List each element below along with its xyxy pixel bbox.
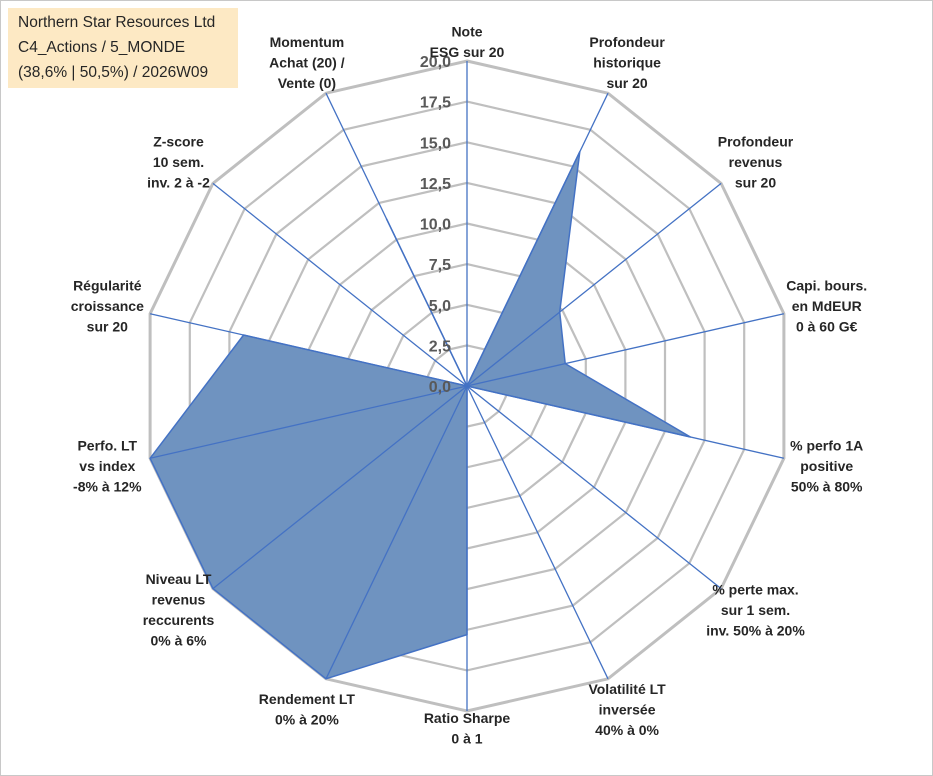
axis-label-2-line-2: sur 20 — [735, 175, 776, 191]
axis-label-8-line-0: Rendement LT — [259, 691, 356, 707]
axis-label-10: Perfo. LT vs index -8% à 12% — [73, 437, 142, 494]
tick-label-6: 15,0 — [420, 135, 451, 152]
title-box: Northern Star Resources Ltd C4_Actions /… — [8, 8, 238, 88]
axis-label-6-line-2: 40% à 0% — [595, 722, 659, 738]
axis-label-9: Niveau LT revenus reccurents 0% à 6% — [143, 571, 215, 649]
axis-label-4-line-0: % perfo 1A — [790, 437, 863, 453]
axis-label-7-line-0: Ratio Sharpe — [424, 710, 511, 726]
spoke-4 — [466, 385, 785, 459]
axis-label-6-line-0: Volatilité LT — [588, 681, 666, 697]
axis-label-13-line-0: Momentum — [270, 34, 345, 50]
axis-label-9-line-3: 0% à 6% — [150, 633, 207, 649]
spoke-5 — [466, 385, 722, 590]
axis-label-5: % perte max. sur 1 sem. inv. 50% à 20% — [706, 581, 805, 638]
axis-label-5-line-2: inv. 50% à 20% — [706, 622, 805, 638]
axis-label-0-line-0: Note — [451, 24, 482, 40]
tick-label-5: 12,5 — [420, 176, 451, 193]
axis-label-11-line-1: croissance — [71, 298, 144, 314]
axis-label-4-line-1: positive — [800, 458, 853, 474]
axis-label-2-line-0: Profondeur — [718, 134, 794, 150]
title-stats: (38,6% | 50,5%) / 2026W09 — [18, 64, 209, 81]
axis-label-7-line-1: 0 à 1 — [451, 731, 482, 747]
axis-label-1-line-1: historique — [593, 55, 661, 71]
radar-spokes — [149, 61, 785, 711]
spoke-6 — [466, 385, 609, 680]
axis-label-7: Ratio Sharpe 0 à 1 — [424, 710, 511, 747]
title-company: Northern Star Resources Ltd — [18, 14, 216, 31]
axis-label-1-line-0: Profondeur — [589, 34, 665, 50]
axis-label-0: Note ESG sur 20 — [430, 24, 505, 61]
radar-axis-labels: Note ESG sur 20 Profondeur historique sur 20… — [71, 24, 867, 747]
axis-label-9-line-2: reccurents — [143, 612, 215, 628]
tick-label-7: 17,5 — [420, 95, 451, 112]
tick-label-0: 0,0 — [429, 379, 451, 396]
axis-label-12-line-0: Z-score — [153, 134, 204, 150]
axis-label-4: % perfo 1A positive 50% à 80% — [790, 437, 863, 494]
axis-label-1: Profondeur historique sur 20 — [589, 34, 665, 91]
axis-label-3-line-1: en MdEUR — [792, 298, 862, 314]
axis-label-10-line-1: vs index — [79, 458, 135, 474]
spoke-10 — [149, 385, 468, 459]
axis-label-8: Rendement LT 0% à 20% — [259, 691, 356, 728]
spoke-1 — [466, 92, 609, 387]
tick-label-3: 7,5 — [429, 257, 451, 274]
radar-tick-labels: 0,0 2,5 5,0 7,5 10,0 12,5 15,0 17,5 20,0 — [420, 54, 451, 396]
axis-label-11: Régularité croissance sur 20 — [71, 278, 144, 335]
axis-label-5-line-1: sur 1 sem. — [721, 602, 790, 618]
axis-label-5-line-0: % perte max. — [712, 581, 798, 597]
axis-label-10-line-2: -8% à 12% — [73, 478, 142, 494]
tick-label-1: 2,5 — [429, 338, 451, 355]
tick-label-8: 20,0 — [420, 54, 451, 71]
axis-label-12: Z-score 10 sem. inv. 2 à -2 — [147, 134, 210, 191]
axis-label-2: Profondeur revenus sur 20 — [718, 134, 794, 191]
axis-label-3-line-2: 0 à 60 G€ — [796, 319, 858, 335]
axis-label-10-line-0: Perfo. LT — [77, 437, 137, 453]
axis-label-1-line-2: sur 20 — [606, 75, 647, 91]
axis-label-8-line-1: 0% à 20% — [275, 712, 339, 728]
spoke-2 — [466, 182, 722, 387]
axis-label-9-line-0: Niveau LT — [146, 571, 212, 587]
axis-label-0-line-1: ESG sur 20 — [430, 44, 505, 60]
axis-label-12-line-1: 10 sem. — [153, 154, 204, 170]
spoke-11 — [149, 313, 468, 387]
axis-label-13: Momentum Achat (20) / Vente (0) — [269, 34, 345, 91]
tick-label-2: 5,0 — [429, 298, 451, 315]
axis-label-13-line-1: Achat (20) / — [269, 55, 345, 71]
axis-label-9-line-1: revenus — [152, 592, 206, 608]
spoke-9 — [212, 385, 468, 590]
tick-label-4: 10,0 — [420, 217, 451, 234]
spoke-8 — [325, 385, 468, 680]
axis-label-6-line-1: inversée — [599, 701, 656, 717]
spoke-13 — [325, 92, 468, 387]
axis-label-6: Volatilité LT inversée 40% à 0% — [588, 681, 666, 738]
spoke-3 — [466, 313, 785, 387]
axis-label-13-line-2: Vente (0) — [278, 75, 336, 91]
title-category: C4_Actions / 5_MONDE — [18, 39, 186, 56]
axis-label-4-line-2: 50% à 80% — [791, 478, 863, 494]
axis-label-3: Capi. bours. en MdEUR 0 à 60 G€ — [786, 278, 867, 335]
axis-label-11-line-0: Régularité — [73, 278, 142, 294]
axis-label-3-line-0: Capi. bours. — [786, 278, 867, 294]
axis-label-12-line-2: inv. 2 à -2 — [147, 175, 210, 191]
axis-label-11-line-2: sur 20 — [87, 319, 128, 335]
spoke-12 — [212, 182, 468, 387]
axis-label-2-line-1: revenus — [729, 154, 783, 170]
